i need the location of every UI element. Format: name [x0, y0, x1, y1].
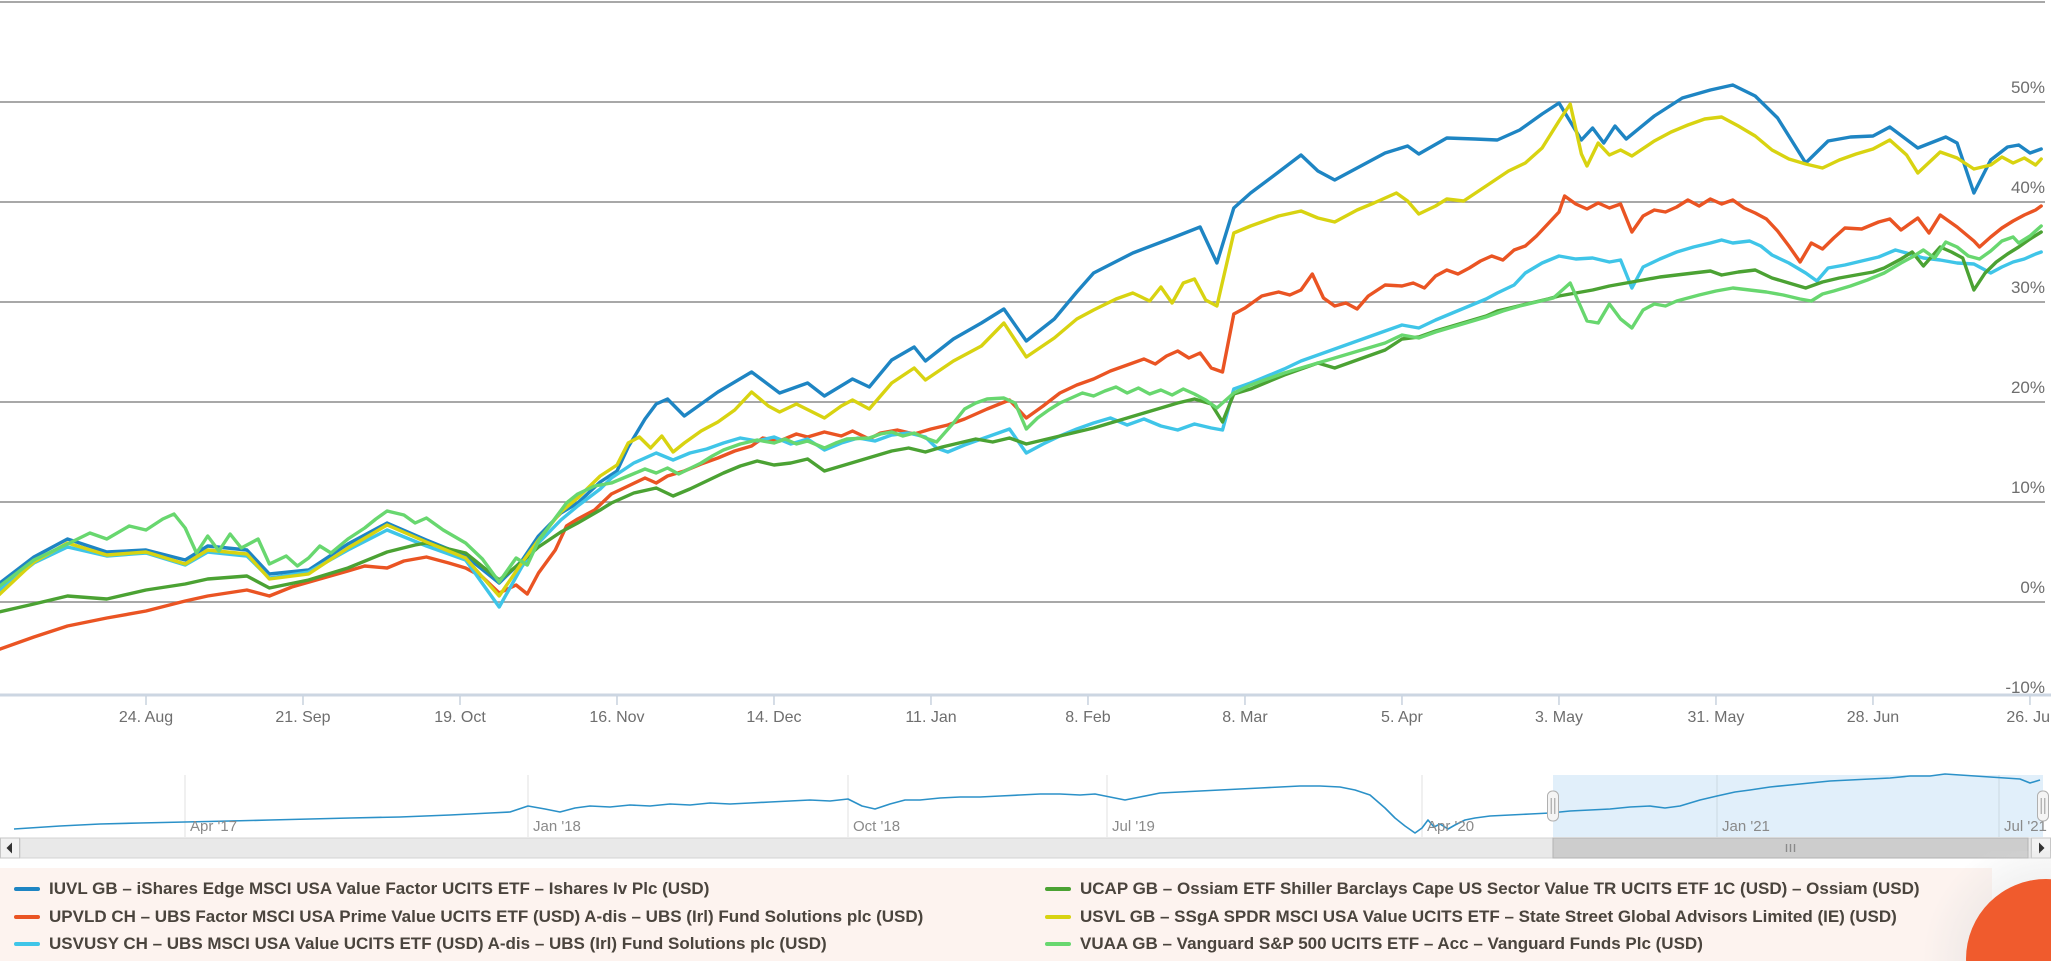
- legend-item-iuvl[interactable]: IUVL GB – iShares Edge MSCI USA Value Fa…: [14, 878, 709, 900]
- series-lines: [0, 83, 2043, 651]
- series-line-usvl[interactable]: [0, 102, 2043, 599]
- legend-marker-line: [14, 942, 40, 946]
- legend-item-vuaa[interactable]: VUAA GB – Vanguard S&P 500 UCITS ETF – A…: [1045, 933, 1703, 955]
- x-axis-label: 5. Apr: [1381, 709, 1423, 726]
- chart-canvas: 50% 40% 30% 20% 10% 0% -10% 24. Aug 21. Sep 19. …: [0, 1, 2051, 859]
- navigator-label: Jan '21: [1722, 818, 1770, 835]
- x-axis-label: 8. Feb: [1065, 709, 1110, 726]
- scrollbar[interactable]: [0, 837, 2051, 859]
- legend-item-ucap[interactable]: UCAP GB – Ossiam ETF Shiller Barclays Ca…: [1045, 878, 1920, 900]
- series-line-usvusy[interactable]: [0, 238, 2043, 609]
- y-axis-label: 10%: [2011, 478, 2045, 497]
- legend-label: UPVLD CH – UBS Factor MSCI USA Prime Val…: [49, 906, 924, 926]
- y-axis-label: 0%: [2020, 578, 2045, 597]
- legend: IUVL GB – iShares Edge MSCI USA Value Fa…: [0, 868, 1992, 961]
- y-axis-label: 50%: [2011, 78, 2045, 97]
- x-axis-label: 31. May: [1687, 709, 1744, 726]
- navigator-label: Oct '18: [853, 818, 900, 835]
- x-axis-label: 11. Jan: [905, 709, 956, 726]
- navigator-left-handle[interactable]: [1547, 790, 1559, 822]
- legend-marker-line: [1045, 887, 1071, 891]
- legend-label: USVL GB – SSgA SPDR MSCI USA Value UCITS…: [1080, 906, 1897, 926]
- x-axis-label: 21. Sep: [275, 709, 330, 726]
- x-axis-label: 3. May: [1535, 709, 1583, 726]
- x-axis-label: 19. Oct: [434, 709, 486, 726]
- navigator-right-handle[interactable]: [2037, 790, 2049, 822]
- navigator-label: Apr '20: [1427, 818, 1474, 835]
- y-axis-label: 40%: [2011, 178, 2045, 197]
- navigator-series-line: [13, 773, 2041, 834]
- y-axis-label: 30%: [2011, 278, 2045, 297]
- legend-item-upvld[interactable]: UPVLD CH – UBS Factor MSCI USA Prime Val…: [14, 906, 923, 928]
- legend-label: UCAP GB – Ossiam ETF Shiller Barclays Ca…: [1080, 879, 1920, 898]
- y-axis-label: -10%: [2005, 678, 2045, 697]
- x-axis-label: 14. Dec: [746, 709, 801, 726]
- x-axis-label: 28. Jun: [1847, 709, 1899, 726]
- legend-marker-line: [14, 887, 40, 891]
- legend-label: VUAA GB – Vanguard S&P 500 UCITS ETF – A…: [1080, 934, 1703, 953]
- x-axis: 24. Aug 21. Sep 19. Oct 16. Nov 14. Dec 11. J…: [0, 693, 2051, 726]
- legend-item-usvl[interactable]: USVL GB – SSgA SPDR MSCI USA Value UCITS…: [1045, 906, 1897, 928]
- x-axis-label: 16. Nov: [589, 709, 644, 726]
- legend-label: USVUSY CH – UBS MSCI USA Value UCITS ETF…: [49, 934, 827, 953]
- right-arrow-icon: [2039, 842, 2045, 854]
- series-line-upvld[interactable]: [0, 194, 2043, 651]
- y-axis-label: 20%: [2011, 378, 2045, 397]
- series-line-ucap[interactable]: [0, 230, 2043, 614]
- series-line-iuvl[interactable]: [0, 83, 2043, 587]
- legend-marker-line: [1045, 914, 1071, 919]
- legend-label: IUVL GB – iShares Edge MSCI USA Value Fa…: [49, 879, 710, 898]
- x-axis-label: 24. Aug: [119, 709, 173, 726]
- left-arrow-icon: [6, 842, 12, 854]
- navigator-label: Apr '17: [190, 818, 237, 835]
- legend-item-usvusy[interactable]: USVUSY CH – UBS MSCI USA Value UCITS ETF…: [14, 933, 827, 955]
- navigator-label: Jul '19: [1112, 818, 1155, 835]
- x-axis-label: 8. Mar: [1222, 709, 1268, 726]
- gridlines: [0, 1, 2045, 603]
- series-line-vuaa[interactable]: [0, 224, 2043, 590]
- x-axis-label: 26. Jul: [2006, 709, 2051, 726]
- y-axis: 50% 40% 30% 20% 10% 0% -10%: [2005, 78, 2045, 697]
- navigator[interactable]: Apr '17 Jan '18 Oct '18 Jul '19 Apr '20 Jan '…: [13, 773, 2049, 837]
- navigator-label: Jan '18: [533, 818, 581, 835]
- navigator-label: Jul '21: [2004, 818, 2047, 835]
- legend-marker-line: [1045, 942, 1071, 946]
- legend-marker-line: [14, 914, 40, 919]
